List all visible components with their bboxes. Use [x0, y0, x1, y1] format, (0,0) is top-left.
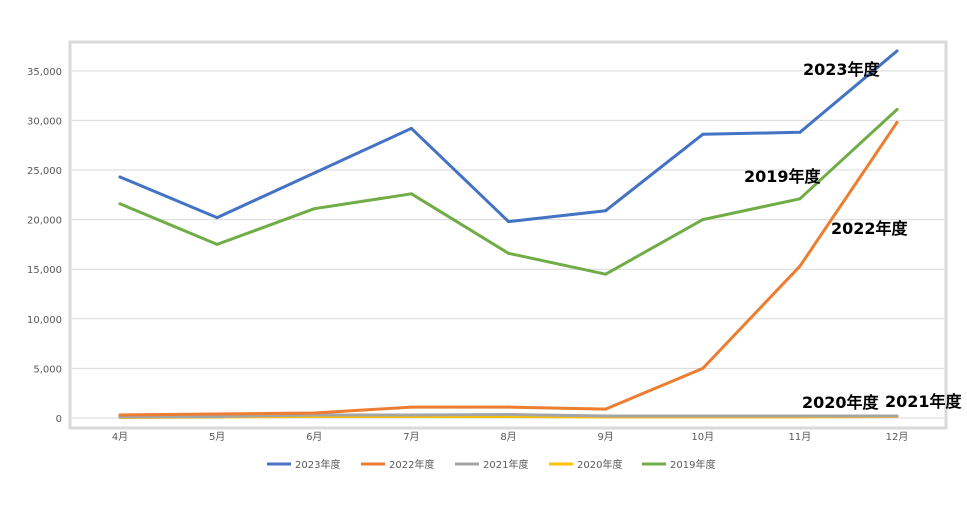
- data-point: [215, 216, 219, 220]
- series-annotation: 2019年度: [744, 167, 822, 186]
- data-point: [507, 413, 510, 417]
- y-tick-label: 15,000: [27, 265, 62, 276]
- series-annotation: 2020年度: [802, 393, 880, 412]
- chart-frame: [68, 40, 948, 430]
- series-annotation: 2022年度: [831, 219, 909, 238]
- x-tick-label: 9月: [597, 431, 613, 443]
- data-point: [215, 242, 219, 246]
- x-tick-label: 11月: [789, 431, 812, 443]
- data-point: [798, 414, 802, 418]
- x-tick-label: 8月: [500, 431, 516, 443]
- y-tick-label: 30,000: [27, 116, 62, 127]
- data-point: [507, 251, 510, 255]
- y-tick-label: 25,000: [27, 166, 62, 177]
- legend-label: 2021年度: [483, 458, 528, 471]
- data-point: [215, 412, 219, 416]
- data-point: [895, 49, 899, 53]
- data-point: [798, 130, 802, 134]
- data-point: [118, 413, 122, 417]
- x-tick-label: 5月: [209, 431, 225, 443]
- data-point: [312, 207, 316, 211]
- data-point: [798, 197, 802, 201]
- y-tick-label: 5,000: [33, 364, 62, 375]
- data-point: [312, 411, 316, 415]
- y-tick-label: 0: [56, 414, 62, 425]
- data-point: [409, 192, 413, 196]
- data-point: [507, 405, 510, 409]
- legend-label: 2022年度: [389, 458, 434, 471]
- legend-label: 2023年度: [295, 458, 340, 471]
- data-point: [604, 407, 608, 411]
- data-point: [701, 414, 705, 418]
- data-point: [701, 366, 705, 370]
- data-point: [409, 126, 413, 130]
- legend-label: 2019年度: [670, 458, 715, 471]
- data-point: [604, 414, 608, 418]
- x-tick-label: 7月: [403, 431, 419, 443]
- series-annotations: 2023年度 2019年度 2022年度 2020年度 2021年度: [744, 60, 963, 412]
- data-point: [507, 220, 510, 224]
- legend: 2023年度 2022年度 2021年度 2020年度 2019年度: [267, 458, 715, 471]
- data-point: [701, 218, 705, 222]
- data-point: [118, 175, 122, 179]
- series-annotation: 2021年度: [885, 392, 963, 411]
- data-point: [895, 120, 899, 124]
- data-point: [312, 171, 316, 175]
- y-axis-ticks: 0 5,000 10,000 15,000 20,000 25,000 30,000 35,0…: [27, 67, 62, 425]
- x-tick-label: 4月: [112, 431, 128, 443]
- series-annotation: 2023年度: [803, 60, 881, 79]
- data-point: [701, 132, 705, 136]
- x-tick-label: 6月: [306, 431, 322, 443]
- data-point: [604, 209, 608, 213]
- data-point: [895, 414, 899, 418]
- data-point: [798, 264, 802, 268]
- data-point: [604, 272, 608, 276]
- x-axis-ticks: 4月 5月 6月 7月 8月 9月 10月 11月 12月: [112, 431, 909, 443]
- data-point: [118, 202, 122, 206]
- data-point: [215, 415, 219, 419]
- x-tick-label: 10月: [691, 431, 714, 443]
- data-point: [409, 413, 413, 417]
- y-tick-label: 10,000: [27, 315, 62, 326]
- legend-label: 2020年度: [577, 458, 622, 471]
- data-point: [409, 405, 413, 409]
- y-tick-label: 35,000: [27, 67, 62, 78]
- series-lines: [118, 49, 899, 420]
- y-tick-label: 20,000: [27, 216, 62, 227]
- data-point: [895, 108, 899, 112]
- x-tick-label: 12月: [886, 431, 909, 443]
